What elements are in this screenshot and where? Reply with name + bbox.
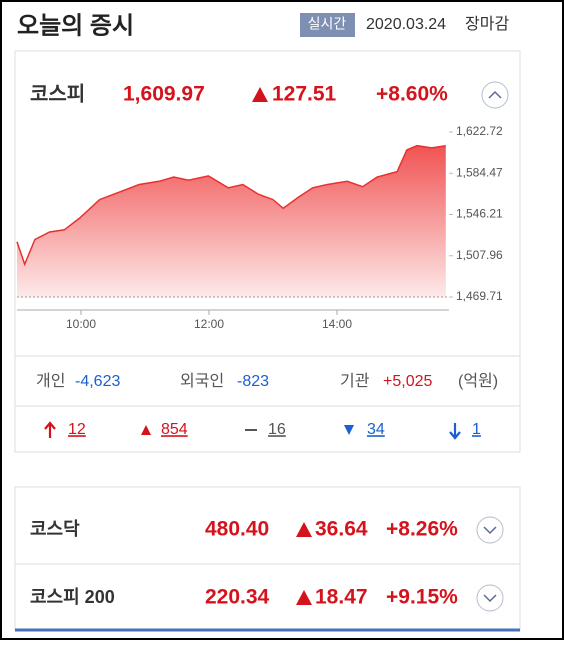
- investor-value: -4,623: [75, 373, 120, 390]
- index-value: 1,609.97: [123, 83, 205, 106]
- upper-limit[interactable]: 12: [44, 421, 86, 438]
- count: 16: [268, 421, 286, 438]
- unit: (억원): [458, 372, 498, 390]
- x-tick-label: 10:00: [66, 317, 96, 331]
- index-change: 127.51: [272, 83, 337, 106]
- rising[interactable]: 854: [141, 421, 188, 438]
- y-tick-label: 1,469.71: [456, 289, 503, 303]
- count: 34: [367, 421, 385, 438]
- breadth-box: [14, 405, 521, 453]
- count: 854: [161, 421, 188, 438]
- expand-button[interactable]: [476, 584, 504, 612]
- badge-bg: [300, 13, 355, 37]
- chevron: [483, 594, 497, 603]
- button-circle: [476, 516, 504, 544]
- button-circle: [476, 584, 504, 612]
- chevron: [483, 526, 497, 535]
- up-icon: [296, 522, 312, 537]
- investor-label: 외국인: [180, 372, 224, 390]
- falling[interactable]: 34: [344, 421, 385, 438]
- y-tick-label: 1,584.47: [456, 165, 503, 179]
- investor-label: 기관: [340, 372, 370, 390]
- index-value: 220.34: [205, 586, 270, 609]
- area: [17, 145, 446, 297]
- index-rows: 코스닥 480.40 36.64 +8.26% 코스피 200 220.34 18.47 +9…: [30, 516, 504, 612]
- line: [16, 144, 446, 267]
- x-tick-label: 12:00: [194, 317, 224, 331]
- title: 오늘의 증시: [17, 12, 134, 39]
- count: 12: [68, 421, 86, 438]
- index-value: 480.40: [205, 518, 269, 541]
- investor-value: -823: [237, 373, 269, 390]
- index-change: 36.64: [315, 518, 368, 541]
- x-tick-label: 14:00: [322, 317, 352, 331]
- status: 장마감: [465, 15, 509, 33]
- index-change: 18.47: [315, 586, 368, 609]
- lower-limit[interactable]: 1: [449, 421, 481, 440]
- unchanged[interactable]: 16: [245, 421, 286, 438]
- y-tick-label: 1,546.21: [456, 207, 503, 221]
- expand-button[interactable]: [476, 516, 504, 544]
- y-tick-label: 1,622.72: [456, 124, 503, 138]
- index-rate: +8.26%: [386, 518, 458, 541]
- date: 2020.03.24: [366, 16, 446, 33]
- badge: 실시간: [308, 16, 347, 32]
- index-name: 코스닥: [30, 519, 80, 539]
- y-tick-label: 1,507.96: [456, 248, 503, 262]
- count: 1: [472, 421, 481, 438]
- investor-value: +5,025: [383, 373, 432, 390]
- index-rate: +8.60%: [376, 83, 448, 106]
- index-rate: +9.15%: [386, 586, 458, 609]
- index-name: 코스피: [30, 82, 85, 105]
- indices-box: [14, 486, 521, 631]
- investor-label: 개인: [36, 372, 65, 390]
- collapse-button[interactable]: [481, 81, 509, 109]
- up-icon: [252, 87, 268, 102]
- index-name: 코스피 200: [30, 587, 115, 607]
- chart: 1,469.71 1,507.96 1,546.21 1,584.47 1,622.72…: [16, 124, 503, 331]
- up-icon: [296, 590, 312, 605]
